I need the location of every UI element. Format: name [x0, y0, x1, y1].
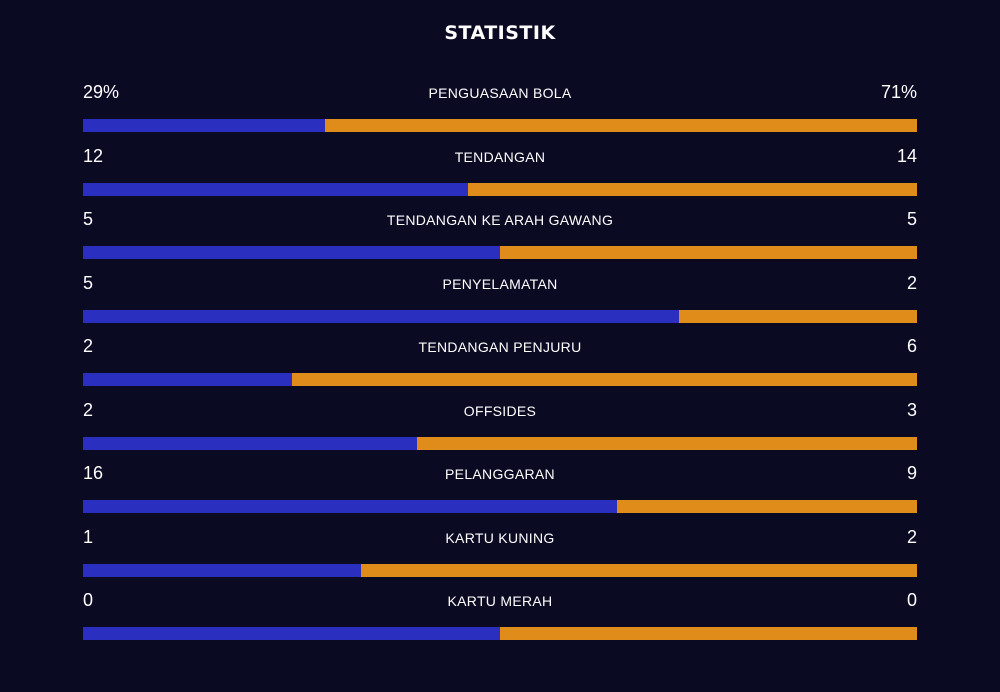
away-bar — [416, 436, 917, 450]
comparison-bar — [83, 182, 917, 196]
away-bar — [467, 182, 917, 196]
comparison-bar — [83, 436, 917, 450]
stat-row-penyelamatan: 5 PENYELAMATAN 2 — [83, 269, 917, 333]
away-bar — [360, 563, 917, 577]
home-value: 1 — [83, 526, 94, 547]
away-value: 3 — [906, 399, 917, 420]
stat-label: PELANGGARAN — [445, 466, 555, 482]
stats-list: 29% PENGUASAAN BOLA 71% 12 TENDANGAN 14 … — [83, 78, 917, 650]
away-value: 71% — [880, 82, 917, 102]
stat-row-kartu-kuning: 1 KARTU KUNING 2 — [83, 523, 917, 587]
home-value: 0 — [83, 590, 94, 610]
home-bar — [83, 500, 617, 513]
away-bar — [500, 627, 917, 640]
stat-label: TENDANGAN PENJURU — [418, 339, 582, 355]
stat-label: KARTU MERAH — [447, 593, 553, 609]
away-bar — [678, 309, 917, 323]
home-bar — [83, 246, 500, 259]
stat-row-tendangan: 12 TENDANGAN 14 — [83, 142, 917, 206]
comparison-bar — [83, 373, 917, 386]
away-bar — [324, 119, 917, 132]
home-value: 2 — [83, 336, 94, 356]
stat-row-penguasaan-bola: 29% PENGUASAAN BOLA 71% — [83, 78, 917, 142]
comparison-bar — [83, 563, 917, 577]
away-value: 0 — [906, 590, 917, 610]
stat-label: PENGUASAAN BOLA — [428, 85, 572, 101]
home-value: 5 — [83, 272, 94, 293]
away-value: 14 — [896, 145, 917, 166]
away-value: 2 — [906, 272, 917, 293]
comparison-bar — [83, 246, 917, 259]
home-value: 12 — [83, 145, 104, 166]
comparison-bar — [83, 309, 917, 323]
home-bar — [83, 627, 500, 640]
away-bar — [616, 500, 917, 513]
stat-label: TENDANGAN KE ARAH GAWANG — [386, 212, 614, 228]
comparison-bar — [83, 627, 917, 640]
home-bar — [83, 119, 325, 132]
away-value: 5 — [906, 209, 917, 229]
home-bar — [83, 182, 468, 196]
stat-label: PENYELAMATAN — [442, 275, 558, 292]
away-bar — [291, 373, 917, 386]
stat-row-pelanggaran: 16 PELANGGARAN 9 — [83, 459, 917, 523]
home-bar — [83, 309, 679, 323]
stat-row-kartu-merah: 0 KARTU MERAH 0 — [83, 586, 917, 650]
stat-row-offsides: 2 OFFSIDES 3 — [83, 396, 917, 460]
away-value: 6 — [906, 336, 917, 356]
home-bar — [83, 436, 417, 450]
home-bar — [83, 373, 292, 386]
stat-row-tendangan-ke-arah-gawang: 5 TENDANGAN KE ARAH GAWANG 5 — [83, 205, 917, 269]
stat-label: OFFSIDES — [463, 402, 537, 419]
home-bar — [83, 563, 361, 577]
stat-label: KARTU KUNING — [445, 529, 555, 546]
away-value: 9 — [906, 463, 917, 483]
home-value: 16 — [83, 463, 104, 483]
away-bar — [500, 246, 917, 259]
comparison-bar — [83, 500, 917, 513]
comparison-bar — [83, 119, 917, 132]
page-title: STATISTIK — [444, 22, 556, 44]
away-value: 2 — [906, 526, 917, 547]
home-value: 5 — [83, 209, 94, 229]
home-value: 2 — [83, 399, 94, 420]
stat-label: TENDANGAN — [454, 148, 546, 165]
home-value: 29% — [83, 82, 120, 102]
stat-row-tendangan-penjuru: 2 TENDANGAN PENJURU 6 — [83, 332, 917, 396]
